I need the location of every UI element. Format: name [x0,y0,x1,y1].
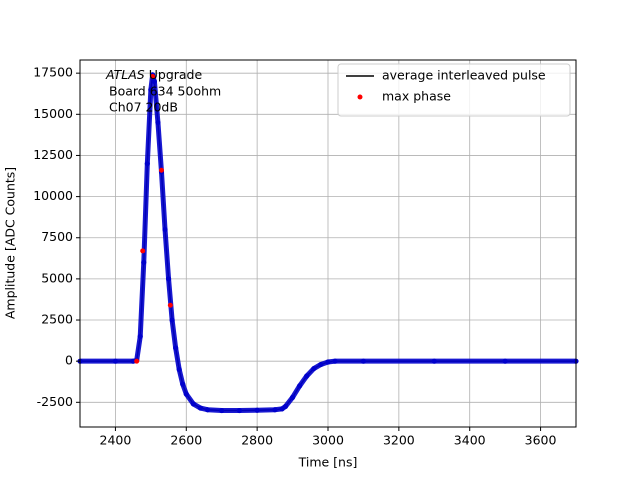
max-phase-point [167,302,173,308]
sample-point [502,358,508,364]
sample-point [236,407,243,414]
legend: average interleaved pulse max phase [337,63,571,117]
sample-point [219,407,225,414]
sample-point [318,361,324,368]
legend-label: max phase [382,89,451,104]
sample-point [162,226,168,233]
sample-point [297,383,303,389]
sample-point [176,366,182,372]
sample-point [272,407,278,413]
sample-point [112,358,119,364]
sample-point [289,394,296,400]
y-tick-label: 0 [65,353,73,368]
y-axis-label: Amplitude [ADC Counts] [3,167,18,319]
sample-point [197,405,204,411]
x-tick-label: 3200 [383,433,415,448]
annotation-line: Ch07 20dB [109,100,178,115]
sample-point [151,78,157,84]
sample-point [137,333,143,340]
max-phase-point [140,248,146,254]
max-phase-point [134,358,140,364]
sample-point [155,119,161,126]
y-tick-label: 12500 [33,147,73,162]
legend-label: average interleaved pulse [382,68,546,83]
annotation: ATLAS Upgrade [105,67,202,82]
y-tick-label: 7500 [41,229,73,244]
sample-point [332,358,338,364]
legend-swatch [357,94,363,100]
sample-point [254,407,260,413]
sample-point [431,358,437,364]
y-tick-label: 2500 [41,312,73,327]
max-phase-point [158,167,164,173]
y-tick-label: 15000 [33,106,73,121]
annotation-text: Upgrade [149,67,203,82]
legend-box [337,63,571,117]
sample-point [282,403,289,410]
sample-point [141,259,147,266]
ticks: 2400 2600 2800 3000 3200 3400 3600 -2500 0 2500 50… [33,65,556,448]
x-tick-label: 2800 [241,433,273,448]
sample-point [204,407,211,413]
x-tick-label: 3600 [525,433,557,448]
x-axis-label: Time [ns] [298,455,358,470]
sample-point [148,87,154,93]
annotation-italic: ATLAS [105,67,145,82]
sample-point [190,401,196,407]
grid [80,60,576,427]
sample-point [304,373,310,379]
y-tick-label: -2500 [37,394,73,409]
sample-point [325,359,331,365]
plot-area [77,72,579,414]
sample-point [165,276,172,282]
x-tick-label: 3000 [312,433,344,448]
sample-point [360,358,367,364]
y-tick-label: 5000 [41,270,73,285]
x-tick-label: 3400 [454,433,486,448]
y-tick-label: 17500 [33,65,73,80]
sample-point [173,345,179,351]
max-phase-point [150,73,156,79]
sample-point [311,365,317,372]
sample-point [169,317,175,323]
y-tick-label: 10000 [33,188,73,203]
sample-point [180,381,186,387]
annotation-line: Board 634 50ohm [109,84,221,99]
sample-point [183,391,189,397]
sample-point [144,161,150,167]
x-tick-label: 2400 [100,433,132,448]
x-tick-label: 2600 [170,433,202,448]
